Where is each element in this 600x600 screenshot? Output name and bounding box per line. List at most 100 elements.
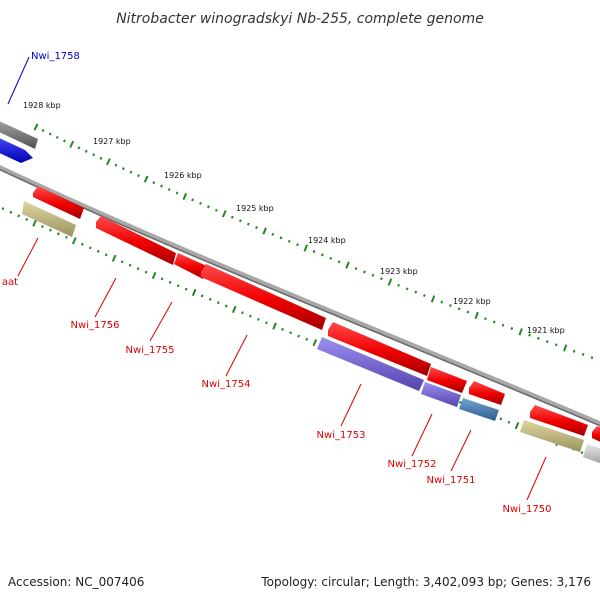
outer-ring-tick <box>554 343 558 347</box>
outer-ring-tick <box>167 187 171 192</box>
outer-ring-tick <box>69 140 75 148</box>
gene-label-nwi-1753[interactable]: Nwi_1753 <box>317 430 366 441</box>
inner-ring-tick <box>312 339 318 347</box>
gene-arrow-aat-cds[interactable] <box>33 186 84 219</box>
gene-label-nwi-1752[interactable]: Nwi_1752 <box>388 459 437 470</box>
gene-arrow-nwi-1752-cds[interactable] <box>427 367 467 393</box>
inner-ring-tick <box>184 287 188 291</box>
gene-arrow-nwi-1756[interactable] <box>96 216 176 265</box>
gene-arrow-nwi-1752-purple[interactable] <box>421 382 461 407</box>
outer-ring-tick <box>337 260 341 264</box>
inner-ring-tick <box>160 277 164 281</box>
inner-ring-tick <box>120 260 124 264</box>
outer-ring-tick <box>296 243 299 247</box>
inner-ring-tick <box>136 267 140 271</box>
gene-label-nwi-1758[interactable]: Nwi_1758 <box>31 51 80 62</box>
outer-ring-tick <box>271 232 275 236</box>
kbp-label-1927: 1927 kbp <box>93 137 131 146</box>
inner-ring-tick <box>96 249 100 253</box>
gene-arrow-nwi-1755[interactable] <box>174 253 209 279</box>
inner-ring-tick <box>248 314 252 318</box>
outer-ring-tick <box>449 304 452 307</box>
outer-ring-tick <box>41 128 45 132</box>
inner-ring-tick <box>17 214 21 218</box>
inner-ring-tick <box>281 327 284 331</box>
outer-ring-tick <box>182 192 188 201</box>
outer-ring-tick <box>255 226 258 230</box>
gene-arrow-nwi-1751-steel[interactable] <box>459 398 499 421</box>
tick-ring-outer <box>33 123 600 362</box>
kbp-label-1921: 1921 kbp <box>527 326 565 335</box>
inner-ring-tick <box>224 304 228 308</box>
kbp-label-1928: 1928 kbp <box>23 101 61 110</box>
outer-ring-tick <box>63 139 66 143</box>
leader-lines <box>7 56 547 501</box>
outer-ring-tick <box>230 215 234 219</box>
gene-label-nwi-1750[interactable]: Nwi_1750 <box>503 504 552 515</box>
outer-ring-tick <box>303 244 309 252</box>
outer-ring-tick <box>105 158 111 166</box>
gene-arrow-grey[interactable] <box>0 119 38 149</box>
outer-ring-tick <box>238 219 242 223</box>
outer-ring-tick <box>430 295 436 303</box>
outer-ring-tick <box>423 294 426 297</box>
gene-arrow-edge-silver[interactable] <box>583 444 600 465</box>
outer-ring-tick <box>457 307 461 311</box>
leader-line-nwi-1754 <box>225 334 248 377</box>
gene-arrow-nwi-1758[interactable] <box>0 136 33 163</box>
gene-label-nwi-1751[interactable]: Nwi_1751 <box>427 475 476 486</box>
gene-arrow-nwi-1750-pseudo[interactable] <box>520 420 584 452</box>
outer-ring-tick <box>77 146 81 150</box>
kbp-label-1926: 1926 kbp <box>164 171 202 180</box>
inner-ring-tick <box>265 321 268 325</box>
outer-ring-tick <box>545 340 549 344</box>
kbp-label-1922: 1922 kbp <box>453 297 491 306</box>
gene-arrow-nwi-1753-purple[interactable] <box>317 337 424 391</box>
leader-line-nwi-1758 <box>7 56 30 105</box>
outer-ring-tick <box>114 163 118 167</box>
gene-arrow-nwi-1753-cds[interactable] <box>328 322 431 376</box>
scale-labels: 1928 kbp 1927 kbp 1926 kbp 1925 kbp 1924… <box>23 101 565 335</box>
inner-ring-tick <box>41 225 44 229</box>
outer-ring-tick <box>466 310 470 314</box>
gene-arrow-nwi-1751-cds[interactable] <box>469 381 505 405</box>
gene-label-aat[interactable]: aat <box>2 277 18 288</box>
outer-ring-tick <box>121 167 125 171</box>
gene-label-nwi-1754[interactable]: Nwi_1754 <box>202 379 251 390</box>
outer-ring-tick <box>99 156 103 160</box>
outer-ring-tick <box>518 328 523 336</box>
gene-label-nwi-1755[interactable]: Nwi_1755 <box>126 345 175 356</box>
inner-ring-tick <box>216 301 220 305</box>
gene-arrow-nwi-1750-cds[interactable] <box>530 405 588 436</box>
leader-line-aat <box>17 237 39 277</box>
gene-arrow-nwi-1754[interactable] <box>201 264 326 330</box>
outer-ring-tick <box>510 327 514 331</box>
outer-ring-tick <box>214 208 218 212</box>
outer-ring-tick <box>492 320 496 324</box>
outer-ring-tick <box>329 256 333 260</box>
outer-ring-tick <box>387 278 393 286</box>
inner-ring-tick <box>257 317 260 321</box>
inner-ring-tick <box>514 422 520 430</box>
outer-ring-tick <box>48 132 52 136</box>
gene-arrow-aat-pseudo[interactable] <box>22 201 76 237</box>
gene-arrow-edge-red[interactable] <box>592 426 600 444</box>
outer-ring-tick <box>206 205 210 209</box>
outer-ring-tick <box>55 135 59 139</box>
inner-ring-tick <box>507 420 511 424</box>
inner-ring-tick <box>56 232 60 236</box>
outer-ring-tick <box>129 170 133 174</box>
gene-label-nwi-1756[interactable]: Nwi_1756 <box>71 320 120 331</box>
inner-ring-tick <box>49 228 52 232</box>
inner-ring-tick <box>240 311 244 315</box>
inner-ring-tick <box>88 246 92 250</box>
genome-stats-text: Topology: circular; Length: 3,402,093 bp… <box>260 575 591 589</box>
outer-ring-tick <box>84 149 88 153</box>
inner-ring-tick <box>297 334 301 338</box>
outer-ring-tick <box>371 273 375 277</box>
inner-ring-tick <box>25 217 29 222</box>
inner-ring-tick <box>80 242 84 246</box>
inner-ring-tick <box>151 271 157 280</box>
outer-ring-tick <box>354 267 358 271</box>
